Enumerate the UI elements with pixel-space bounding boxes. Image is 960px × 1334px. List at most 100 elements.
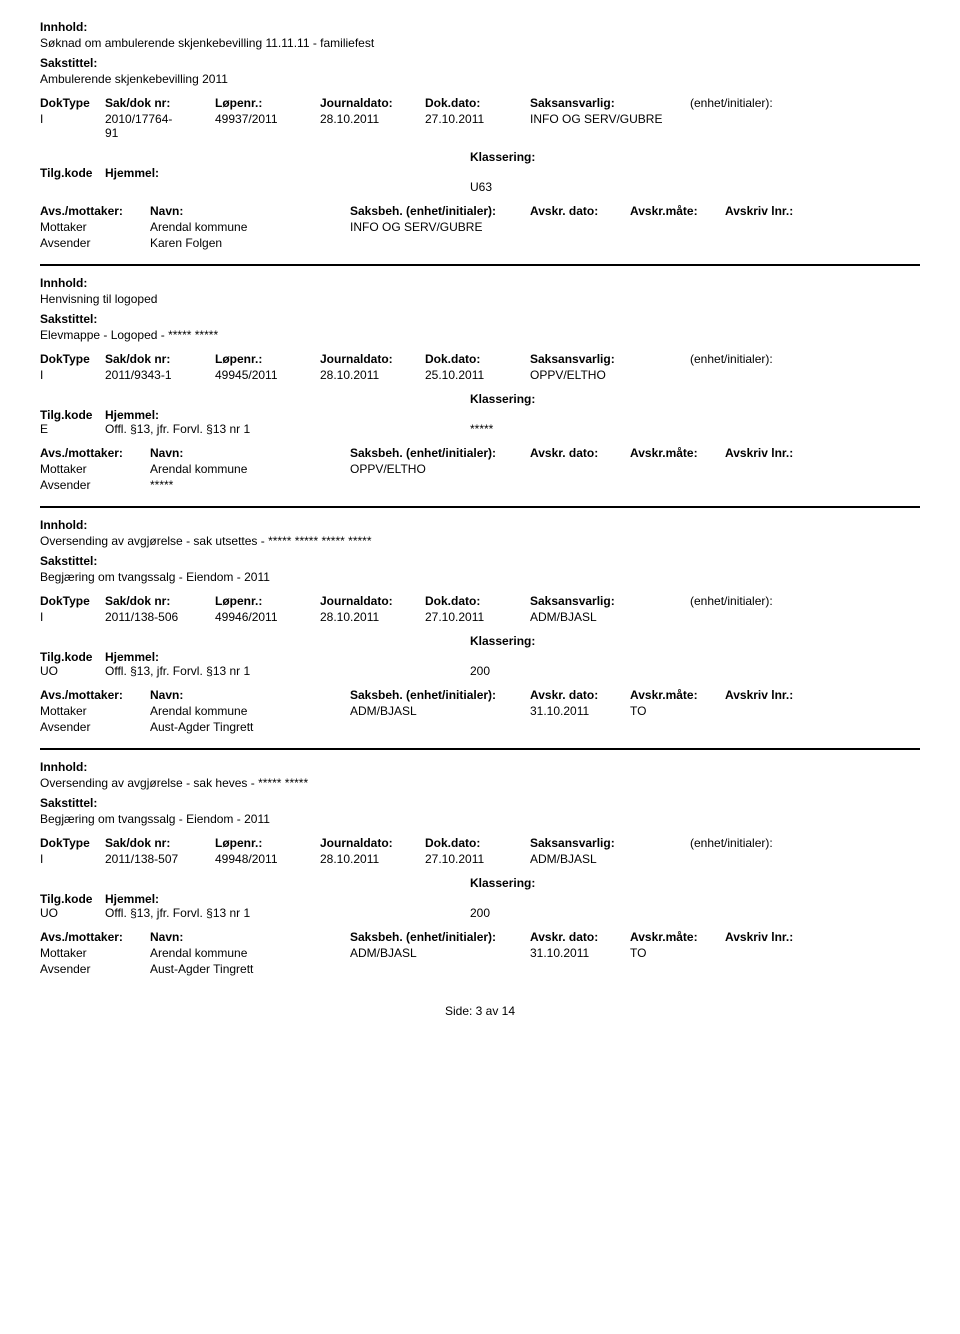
- header-row: DokType Sak/dok nr: Løpenr.: Journaldato…: [40, 352, 920, 366]
- dokdato-label: Dok.dato:: [425, 836, 530, 850]
- journaldato-label: Journaldato:: [320, 352, 425, 366]
- party-navn: Aust-Agder Tingrett: [150, 962, 350, 976]
- party-header-row: Avs./mottaker: Navn: Saksbeh. (enhet/ini…: [40, 204, 920, 218]
- enhet-label: (enhet/initialer):: [690, 352, 820, 366]
- party-group: Mottaker Arendal kommune ADM/BJASL 31.10…: [40, 946, 920, 976]
- party-header-row: Avs./mottaker: Navn: Saksbeh. (enhet/ini…: [40, 446, 920, 460]
- journaldato-label: Journaldato:: [320, 594, 425, 608]
- enhet-label: (enhet/initialer):: [690, 96, 820, 110]
- doktype-value: I: [40, 112, 105, 140]
- dokdato-label: Dok.dato:: [425, 594, 530, 608]
- party-avskrmate: TO: [630, 704, 725, 718]
- data-row: I 2010/17764-91 49937/2011 28.10.2011 27…: [40, 112, 920, 140]
- hjemmel-header-row: Tilg.kode Hjemmel:: [40, 408, 920, 422]
- doktype-label: DokType: [40, 594, 105, 608]
- party-avskrdato: [530, 236, 630, 250]
- party-saksbeh: [350, 962, 530, 976]
- party-avskrmate: [630, 720, 725, 734]
- innhold-text: Oversending av avgjørelse - sak utsettes…: [40, 534, 920, 548]
- doktype-value: I: [40, 610, 105, 624]
- sakdok-label: Sak/dok nr:: [105, 352, 215, 366]
- dokdato-value: 27.10.2011: [425, 852, 530, 866]
- tilgkode-label: Tilg.kode: [40, 892, 105, 906]
- avsmottaker-label: Avs./mottaker:: [40, 930, 150, 944]
- hjemmel-header-row: Tilg.kode Hjemmel:: [40, 166, 920, 180]
- party-saksbeh: [350, 720, 530, 734]
- hjemmel-data-row: UO Offl. §13, jfr. Forvl. §13 nr 1 200: [40, 664, 920, 678]
- klassering-label: Klassering:: [470, 876, 920, 890]
- avsmottaker-label: Avs./mottaker:: [40, 204, 150, 218]
- data-row: I 2011/138-507 49948/2011 28.10.2011 27.…: [40, 852, 920, 866]
- record: Innhold: Søknad om ambulerende skjenkebe…: [40, 20, 920, 250]
- party-group: Mottaker Arendal kommune INFO OG SERV/GU…: [40, 220, 920, 250]
- header-row: DokType Sak/dok nr: Løpenr.: Journaldato…: [40, 96, 920, 110]
- journaldato-value: 28.10.2011: [320, 368, 425, 382]
- party-avskrdato: [530, 462, 630, 476]
- party-type: Mottaker: [40, 946, 150, 960]
- sakstittel-text: Begjæring om tvangssalg - Eiendom - 2011: [40, 570, 920, 584]
- party-row: Mottaker Arendal kommune OPPV/ELTHO: [40, 462, 920, 476]
- party-saksbeh: ADM/BJASL: [350, 946, 530, 960]
- party-type: Avsender: [40, 720, 150, 734]
- party-navn: *****: [150, 478, 350, 492]
- hjemmel-label: Hjemmel:: [105, 892, 470, 906]
- doktype-label: DokType: [40, 96, 105, 110]
- party-avskrmate: TO: [630, 946, 725, 960]
- party-avskrmate: [630, 220, 725, 234]
- record-divider: [40, 264, 920, 266]
- tilgkode-value: UO: [40, 906, 105, 920]
- journaldato-value: 28.10.2011: [320, 852, 425, 866]
- tilgkode-value: [40, 180, 105, 194]
- sakstittel-text: Begjæring om tvangssalg - Eiendom - 2011: [40, 812, 920, 826]
- hjemmel-label: Hjemmel:: [105, 650, 470, 664]
- party-group: Mottaker Arendal kommune ADM/BJASL 31.10…: [40, 704, 920, 734]
- doktype-label: DokType: [40, 836, 105, 850]
- hjemmel-label: Hjemmel:: [105, 408, 470, 422]
- sakdok-value: 2011/138-506: [105, 610, 215, 624]
- navn-label: Navn:: [150, 446, 350, 460]
- doktype-value: I: [40, 852, 105, 866]
- data-row: I 2011/9343-1 49945/2011 28.10.2011 25.1…: [40, 368, 920, 382]
- saksbeh-label: Saksbeh. (enhet/initialer):: [350, 688, 530, 702]
- party-avskrdato: [530, 478, 630, 492]
- header-row: DokType Sak/dok nr: Løpenr.: Journaldato…: [40, 594, 920, 608]
- header-row: DokType Sak/dok nr: Løpenr.: Journaldato…: [40, 836, 920, 850]
- party-saksbeh: ADM/BJASL: [350, 704, 530, 718]
- hjemmel-block: Klassering: Tilg.kode Hjemmel: E Offl. §…: [40, 392, 920, 436]
- record: Innhold: Henvisning til logoped Sakstitt…: [40, 264, 920, 492]
- party-avskrmate: [630, 462, 725, 476]
- innhold-label: Innhold:: [40, 276, 920, 290]
- sakdok-value: 2011/9343-1: [105, 368, 215, 382]
- innhold-text: Henvisning til logoped: [40, 292, 920, 306]
- saksansvarlig-value: OPPV/ELTHO: [530, 368, 690, 382]
- lopenr-label: Løpenr.:: [215, 594, 320, 608]
- party-navn: Arendal kommune: [150, 704, 350, 718]
- saksansvarlig-label: Saksansvarlig:: [530, 594, 690, 608]
- party-navn: Arendal kommune: [150, 462, 350, 476]
- avskrivlnr-label: Avskriv lnr.:: [725, 688, 820, 702]
- party-header-row: Avs./mottaker: Navn: Saksbeh. (enhet/ini…: [40, 930, 920, 944]
- sakstittel-text: Elevmappe - Logoped - ***** *****: [40, 328, 920, 342]
- hjemmel-data-row: E Offl. §13, jfr. Forvl. §13 nr 1 *****: [40, 422, 920, 436]
- sakstittel-label: Sakstittel:: [40, 796, 920, 810]
- party-avskrdato: 31.10.2011: [530, 946, 630, 960]
- avskrmate-label: Avskr.måte:: [630, 446, 725, 460]
- party-avskrmate: [630, 478, 725, 492]
- party-navn: Aust-Agder Tingrett: [150, 720, 350, 734]
- avskrivlnr-label: Avskriv lnr.:: [725, 204, 820, 218]
- saksansvarlig-label: Saksansvarlig:: [530, 96, 690, 110]
- party-type: Mottaker: [40, 220, 150, 234]
- journaldato-value: 28.10.2011: [320, 610, 425, 624]
- doktype-label: DokType: [40, 352, 105, 366]
- dokdato-value: 25.10.2011: [425, 368, 530, 382]
- party-row: Avsender *****: [40, 478, 920, 492]
- dokdato-label: Dok.dato:: [425, 352, 530, 366]
- party-type: Avsender: [40, 236, 150, 250]
- page-footer: Side: 3 av 14: [40, 1004, 920, 1018]
- saksansvarlig-label: Saksansvarlig:: [530, 352, 690, 366]
- sakdok-label: Sak/dok nr:: [105, 96, 215, 110]
- record-divider: [40, 748, 920, 750]
- sakdok-value: 2010/17764-91: [105, 112, 215, 140]
- klassering-value: 200: [470, 906, 670, 920]
- journaldato-value: 28.10.2011: [320, 112, 425, 140]
